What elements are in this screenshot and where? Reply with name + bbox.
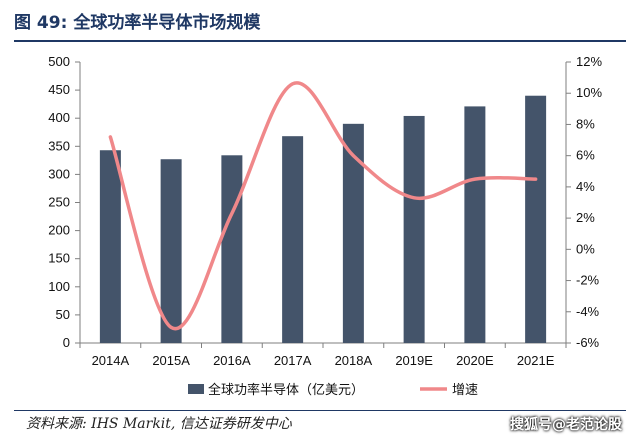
left-tick-label: 50 <box>56 307 70 322</box>
left-tick-label: 200 <box>48 223 70 238</box>
x-tick-label: 2015A <box>152 353 190 368</box>
left-tick-label: 0 <box>63 335 70 350</box>
legend-label-line: 增速 <box>452 382 478 397</box>
watermark: 搜狐号@老范论股 <box>510 414 622 436</box>
right-tick-label: -2% <box>576 273 600 288</box>
source-note: 资料来源: IHS Markit, 信达证券研发中心 <box>26 416 292 432</box>
left-tick-label: 450 <box>48 82 70 97</box>
bar <box>282 136 304 343</box>
right-tick-label: 10% <box>576 85 602 100</box>
watermark-text: 搜狐号@老范论股 <box>510 417 622 433</box>
x-tick-label: 2021E <box>517 353 555 368</box>
x-tick-label: 2019E <box>395 353 433 368</box>
right-tick-label: 0% <box>576 241 595 256</box>
left-tick-label: 250 <box>48 195 70 210</box>
left-tick-label: 100 <box>48 279 70 294</box>
bar <box>99 150 121 343</box>
bar <box>160 159 182 343</box>
bottom-rule <box>14 410 626 411</box>
figure-title-text: 全球功率半导体市场规模 <box>73 13 261 33</box>
bar <box>221 155 243 343</box>
left-tick-label: 350 <box>48 138 70 153</box>
right-tick-label: 12% <box>576 54 602 69</box>
x-tick-label: 2017A <box>274 353 312 368</box>
title-rule <box>14 40 626 42</box>
right-tick-label: 8% <box>576 116 595 131</box>
bar <box>342 123 364 343</box>
left-tick-label: 150 <box>48 251 70 266</box>
x-tick-label: 2014A <box>92 353 130 368</box>
left-tick-label: 400 <box>48 110 70 125</box>
figure-title: 图 49: 全球功率半导体市场规模 <box>14 8 626 38</box>
bar <box>525 95 547 343</box>
x-tick-label: 2018A <box>335 353 373 368</box>
right-tick-label: -6% <box>576 335 600 350</box>
legend-swatch-bar <box>188 384 204 394</box>
right-tick-label: 6% <box>576 148 595 163</box>
right-tick-label: 2% <box>576 210 595 225</box>
bar <box>464 106 486 343</box>
left-tick-label: 500 <box>48 54 70 69</box>
legend-label-bar: 全球功率半导体（亿美元） <box>208 382 364 397</box>
x-tick-label: 2016A <box>213 353 251 368</box>
bar <box>403 115 425 344</box>
right-tick-label: -4% <box>576 304 600 319</box>
left-tick-label: 300 <box>48 166 70 181</box>
growth-rate-line <box>108 81 538 331</box>
right-tick-label: 4% <box>576 179 595 194</box>
figure-number: 图 49: <box>14 13 68 33</box>
x-tick-label: 2020E <box>456 353 494 368</box>
